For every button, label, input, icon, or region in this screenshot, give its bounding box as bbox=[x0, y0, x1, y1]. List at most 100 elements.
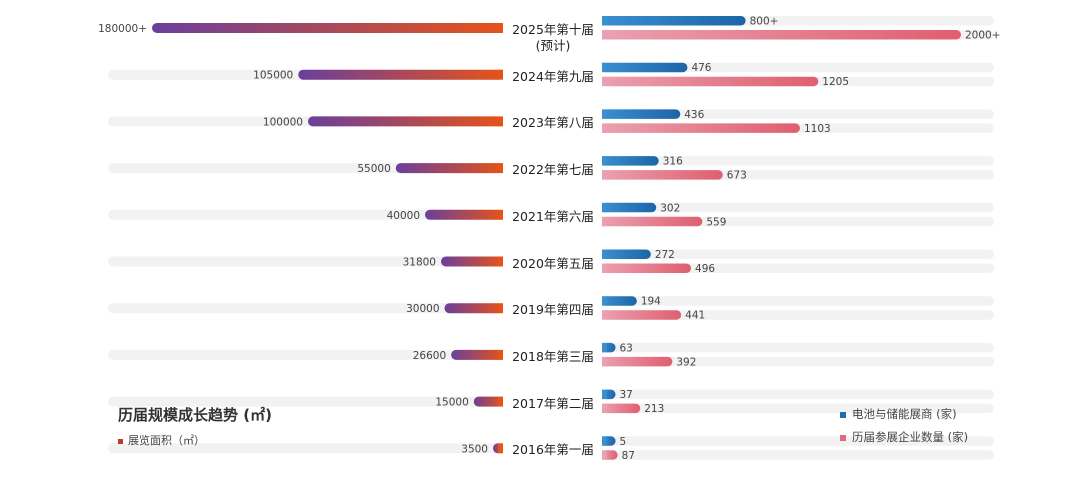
area-bar-end bbox=[498, 209, 503, 220]
category-label: 2019年第四届 bbox=[512, 302, 594, 318]
exhibitors-bar bbox=[602, 76, 819, 87]
area-bar-end bbox=[498, 443, 503, 454]
exhibitors-value-label: 87 bbox=[622, 450, 635, 462]
area-bar-end bbox=[498, 69, 503, 80]
area-value-label: 40000 bbox=[387, 210, 420, 222]
battery-value-label: 37 bbox=[620, 389, 633, 401]
exhibitors-bar-start bbox=[602, 170, 607, 180]
exhibitors-value-label: 2000+ bbox=[965, 30, 1001, 42]
exhibitors-bar bbox=[602, 263, 692, 273]
category-label: 2020年第五届 bbox=[512, 255, 594, 271]
battery-bar-start bbox=[602, 342, 607, 353]
battery-value-label: 302 bbox=[660, 202, 680, 214]
battery-track bbox=[602, 109, 994, 119]
area-bar-end bbox=[498, 349, 503, 360]
area-value-label: 15000 bbox=[435, 397, 468, 409]
area-track bbox=[108, 443, 503, 454]
area-value-label: 55000 bbox=[357, 163, 390, 175]
category-label: 2017年第二届 bbox=[512, 395, 594, 411]
exhibitors-bar bbox=[602, 30, 961, 40]
legend-battery: 电池与储能展商 (家) bbox=[840, 406, 957, 422]
battery-value-label: 5 bbox=[620, 436, 627, 448]
battery-bar bbox=[602, 16, 746, 26]
category-label: 2025年第十届 bbox=[512, 22, 594, 37]
area-value-label: 105000 bbox=[253, 70, 293, 82]
battery-value-label: 63 bbox=[620, 342, 633, 354]
exhibitors-bar bbox=[602, 356, 673, 367]
battery-bar bbox=[602, 109, 681, 119]
battery-bar-start bbox=[602, 62, 607, 73]
battery-bar-start bbox=[602, 156, 607, 166]
battery-track bbox=[602, 156, 994, 166]
area-bar bbox=[395, 163, 503, 174]
legend-battery-label: 电池与储能展商 (家) bbox=[852, 407, 957, 421]
area-bar bbox=[308, 116, 503, 127]
exhibitors-bar bbox=[602, 170, 723, 180]
battery-track bbox=[602, 62, 994, 73]
area-value-label: 31800 bbox=[403, 257, 436, 269]
battery-bar-start bbox=[602, 296, 607, 306]
exhibitors-bar bbox=[602, 310, 682, 320]
legend-exhibitors-swatch bbox=[840, 434, 846, 441]
battery-bar-start bbox=[602, 389, 607, 400]
battery-bar-start bbox=[602, 249, 607, 259]
battery-bar bbox=[602, 202, 657, 213]
area-track bbox=[108, 396, 503, 407]
area-track bbox=[108, 303, 503, 314]
area-bar-end bbox=[498, 303, 503, 314]
battery-bar bbox=[602, 249, 651, 259]
area-bar-end bbox=[498, 396, 503, 407]
area-bar bbox=[440, 256, 503, 267]
category-label: 2021年第六届 bbox=[512, 208, 594, 224]
battery-value-label: 436 bbox=[684, 109, 704, 121]
area-bar bbox=[444, 303, 503, 314]
battery-bar bbox=[602, 156, 659, 166]
battery-track bbox=[602, 342, 994, 353]
area-value-label: 100000 bbox=[263, 116, 303, 128]
exhibitors-track bbox=[602, 310, 994, 320]
exhibitors-track bbox=[602, 356, 994, 367]
area-value-label: 180000+ bbox=[98, 23, 147, 35]
legend-exhibitors-label: 历届参展企业数量 (家) bbox=[852, 430, 969, 444]
category-sublabel: (预计) bbox=[535, 38, 571, 53]
exhibitors-value-label: 673 bbox=[727, 170, 747, 182]
category-label: 2018年第三届 bbox=[512, 348, 594, 364]
category-label: 2024年第九届 bbox=[512, 68, 594, 84]
exhibitors-bar-start bbox=[602, 216, 607, 227]
area-bar-end bbox=[498, 116, 503, 127]
legend-battery-swatch bbox=[840, 411, 846, 418]
exhibitors-track bbox=[602, 450, 994, 460]
exhibitors-bar-start bbox=[602, 450, 607, 460]
category-label: 2023年第八届 bbox=[512, 115, 594, 131]
battery-track bbox=[602, 296, 994, 306]
exhibitors-bar bbox=[602, 403, 641, 414]
chart-title: 历届规模成长趋势 (㎡) bbox=[118, 406, 272, 424]
area-bar bbox=[298, 69, 503, 80]
battery-bar-start bbox=[602, 109, 607, 119]
legend-area: 展览面积（㎡） bbox=[118, 432, 205, 448]
exhibitors-bar-start bbox=[602, 310, 607, 320]
exhibitors-bar-start bbox=[602, 356, 607, 367]
legend-exhibitors: 历届参展企业数量 (家) bbox=[840, 429, 968, 445]
exhibitors-value-label: 441 bbox=[685, 310, 705, 322]
area-value-label: 30000 bbox=[406, 303, 439, 315]
battery-track bbox=[602, 249, 994, 259]
battery-track bbox=[602, 436, 994, 446]
area-bar bbox=[152, 23, 503, 33]
battery-bar-start bbox=[602, 16, 607, 26]
battery-bar bbox=[602, 62, 688, 73]
area-track bbox=[108, 349, 503, 360]
battery-value-label: 476 bbox=[691, 62, 711, 74]
battery-bar bbox=[602, 296, 637, 306]
exhibitors-track bbox=[602, 403, 994, 414]
area-track bbox=[108, 209, 503, 220]
category-label: 2022年第七届 bbox=[512, 162, 594, 178]
legend-area-label: 展览面积（㎡） bbox=[128, 434, 205, 447]
exhibitors-bar-start bbox=[602, 263, 607, 273]
battery-track bbox=[602, 202, 994, 213]
battery-bar-start bbox=[602, 436, 607, 446]
area-track bbox=[108, 256, 503, 267]
exhibitors-value-label: 213 bbox=[644, 403, 664, 415]
